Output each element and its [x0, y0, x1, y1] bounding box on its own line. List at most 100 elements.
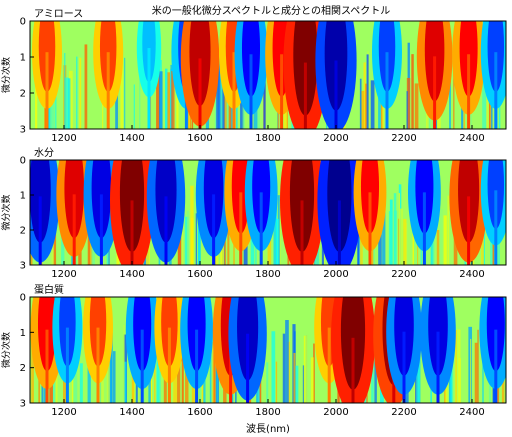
heatmap-stripe [113, 351, 116, 403]
feature-tail [229, 331, 233, 403]
feature-tail [65, 327, 69, 403]
heatmap-stripe [482, 56, 486, 129]
heatmap-stripe [361, 90, 365, 129]
feature-tail [337, 200, 341, 265]
figure-title: 米の一般化微分スペクトルと成分との相関スペクトル [152, 4, 391, 17]
heatmap-stripe [154, 335, 156, 403]
heatmap-stripe [203, 365, 206, 403]
feature-tail [368, 192, 372, 265]
heatmap-stripe [107, 337, 112, 403]
panel-title: 蛋白質 [34, 283, 64, 296]
heatmap-stripe [123, 325, 125, 403]
x-tick-label: 1800 [255, 269, 280, 280]
feature-tail [334, 60, 338, 129]
heatmap-stripe [213, 339, 216, 403]
feature-tail [72, 194, 76, 265]
heatmap-stripe [263, 47, 266, 129]
heatmap-stripe [447, 195, 450, 265]
heatmap-stripe [124, 57, 126, 129]
heatmap-stripe [305, 333, 309, 403]
heatmap-stripe [216, 57, 220, 129]
heatmap-stripe [378, 218, 382, 265]
feature-tail [300, 200, 304, 265]
heatmap-stripe [398, 193, 400, 265]
heatmap-stripe [84, 44, 88, 129]
heatmap-stripe [183, 214, 187, 265]
feature-tail [239, 192, 243, 265]
feature-tail [130, 200, 134, 265]
y-tick-label: 1 [20, 53, 26, 64]
x-tick-label: 1800 [255, 407, 280, 418]
x-tick-label: 2000 [323, 133, 348, 144]
heatmap-stripe [486, 77, 489, 129]
feature-tail [246, 333, 250, 403]
heatmap-stripe [295, 365, 299, 403]
heatmap-stripe [449, 59, 451, 129]
heatmap-stripe [68, 78, 71, 129]
y-tick-label: 2 [20, 363, 26, 374]
y-tick-label: 2 [20, 226, 26, 237]
feature-tail [259, 192, 263, 265]
heatmap-stripe [452, 337, 455, 403]
heatmap-stripe [331, 359, 336, 403]
feature-tail [212, 194, 216, 265]
heatmap-stripe [380, 89, 384, 129]
x-tick-label: 2400 [459, 269, 484, 280]
feature-tail [467, 54, 471, 129]
feature-tail [494, 52, 498, 129]
heatmap-stripe [414, 83, 419, 129]
heatmap-stripe [110, 332, 113, 403]
y-tick-label: 1 [20, 328, 26, 339]
panel-title: アミロース [34, 9, 83, 20]
heatmap-stripe [363, 62, 366, 129]
heatmap-stripe [65, 77, 69, 129]
heatmap-stripe [277, 195, 280, 265]
heatmap-stripe [388, 211, 392, 265]
y-tick-label: 0 [20, 156, 26, 167]
y-axis-label: 微分次数 [0, 332, 12, 368]
heatmap-stripe [474, 342, 478, 403]
feature-tail [232, 52, 236, 129]
feature-tail [198, 58, 202, 129]
heatmap-stripe [403, 218, 407, 265]
heatmap-stripe [374, 337, 377, 403]
feature-tail [96, 327, 100, 403]
heatmap-stripe [156, 366, 161, 403]
feature-tail [436, 331, 440, 403]
heatmap-stripe [220, 52, 223, 129]
panel-title: 水分 [34, 147, 54, 159]
x-tick-label: 1600 [187, 133, 212, 144]
feature-tail [303, 62, 307, 129]
heatmap-stripe [406, 91, 408, 129]
heatmap-stripe [195, 213, 197, 265]
heatmap-stripe [158, 71, 163, 129]
x-tick-label: 1200 [51, 407, 76, 418]
heatmap-stripe [79, 57, 82, 129]
heatmap-stripe [436, 229, 440, 265]
heatmap-stripe [490, 90, 493, 129]
heatmap-stripe [273, 209, 277, 265]
heatmap-stripe [133, 84, 135, 129]
heatmap-panel-1 [30, 21, 506, 129]
heatmap-stripe [393, 193, 397, 265]
heatmap-stripe [450, 343, 454, 403]
feature-tail [494, 329, 498, 403]
heatmap-stripe [275, 196, 278, 265]
y-tick-label: 2 [20, 89, 26, 100]
x-tick-label: 1400 [119, 269, 144, 280]
heatmap-stripe [457, 329, 461, 403]
y-axis-label: 微分次数 [0, 57, 12, 93]
feature-tail [351, 337, 355, 403]
heatmap-stripe [399, 208, 403, 265]
feature-tail [327, 327, 331, 403]
heatmap-stripe [79, 363, 83, 403]
feature-tail [467, 196, 471, 265]
heatmap-stripe [64, 53, 66, 129]
feature-tail [280, 54, 284, 129]
x-tick-label: 2000 [323, 407, 348, 418]
x-tick-label: 1200 [51, 133, 76, 144]
heatmap-stripe [370, 80, 375, 129]
x-tick-label: 2000 [323, 269, 348, 280]
heatmap-stripe [285, 320, 289, 403]
